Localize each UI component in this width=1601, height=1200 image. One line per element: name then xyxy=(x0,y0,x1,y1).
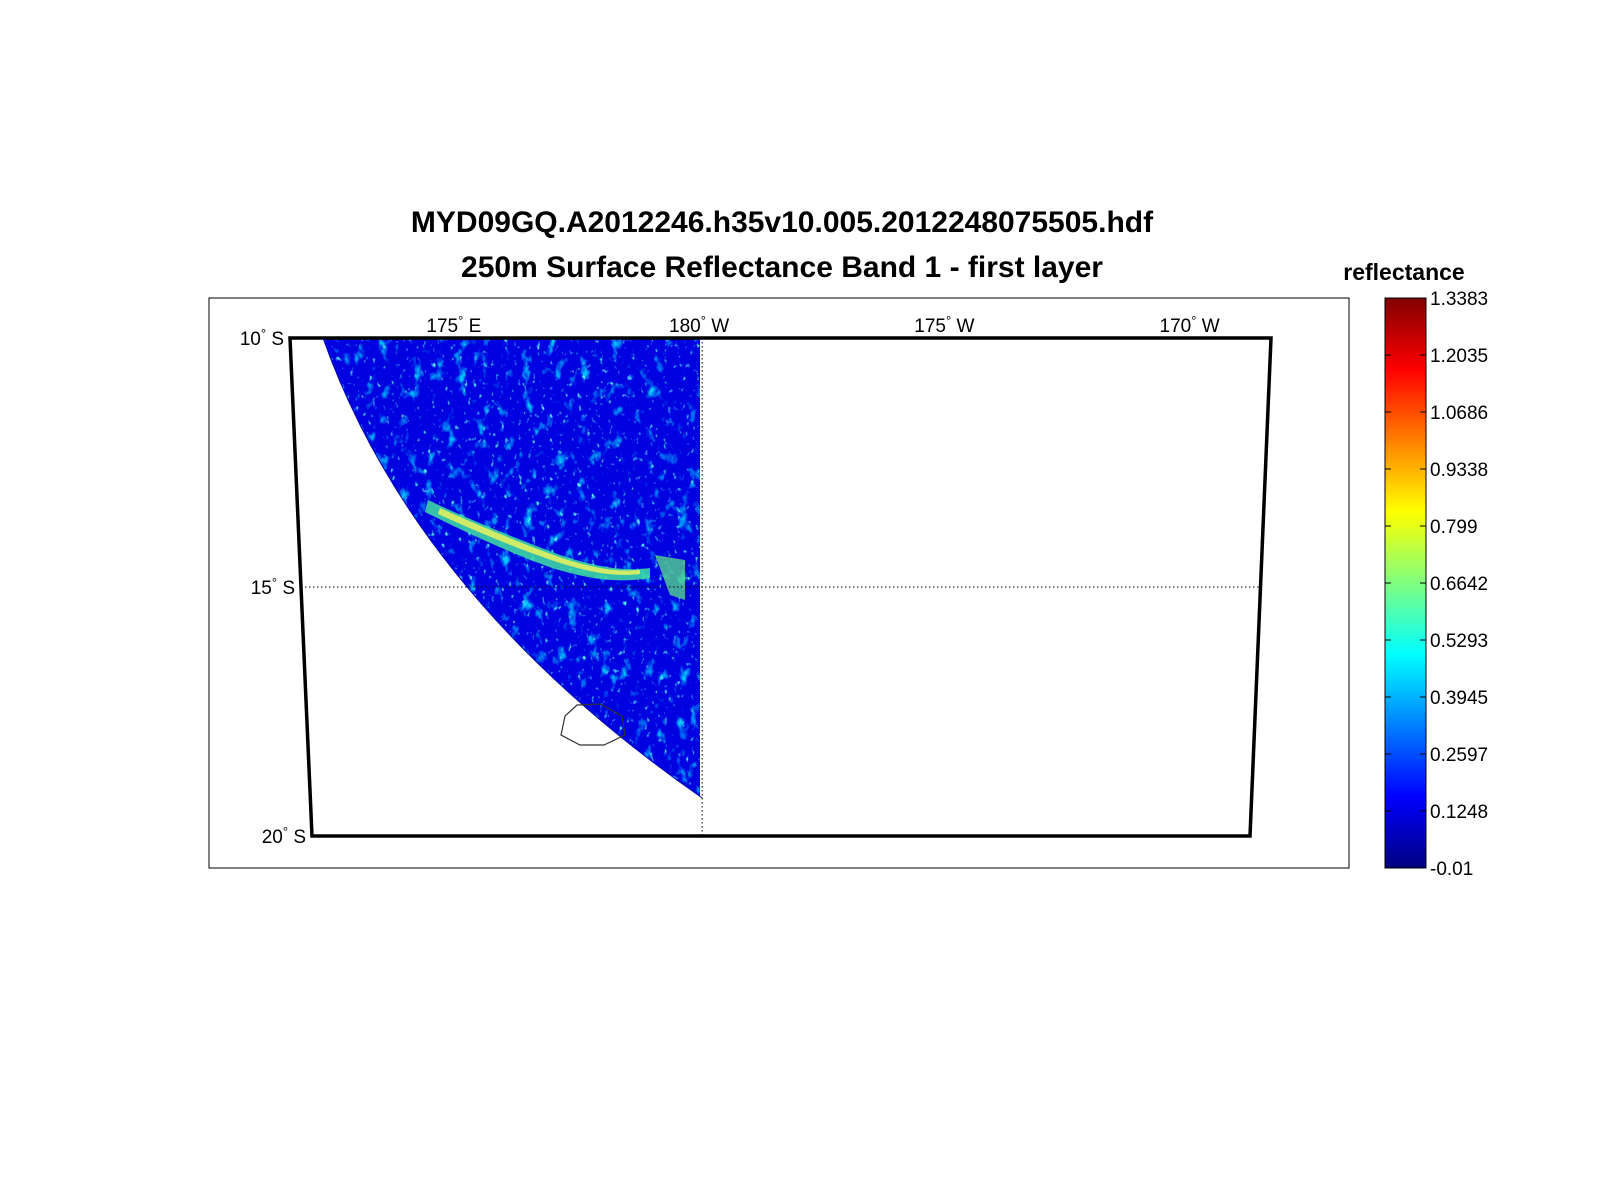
colorbar-tick-label: 0.5293 xyxy=(1430,631,1488,652)
cloud-patch xyxy=(655,555,685,600)
colorbar-tick-label: 1.3383 xyxy=(1430,289,1488,310)
colorbar-tick-label: 0.799 xyxy=(1430,517,1478,538)
lon-tick-label: 180° W xyxy=(669,313,729,337)
colorbar-tick-label: 0.3945 xyxy=(1430,688,1488,709)
map-frame xyxy=(288,336,1273,838)
colorbar xyxy=(1384,297,1427,869)
colorbar-tick-label: 0.9338 xyxy=(1430,460,1488,481)
colorbar-tick-label: 0.6642 xyxy=(1430,574,1488,595)
longitude-tick-labels: 175° E 180° W 175° W 170° W xyxy=(426,313,1219,337)
lat-tick-label: 10° S xyxy=(240,326,284,350)
colorbar-tick-label: 1.2035 xyxy=(1430,346,1488,367)
lat-tick-label: 15° S xyxy=(251,575,295,599)
lat-tick-label: 20° S xyxy=(262,824,306,848)
colorbar-tick-label: 1.0686 xyxy=(1430,403,1488,424)
lon-tick-label: 175° W xyxy=(914,313,974,337)
island-outline xyxy=(560,703,626,746)
colorbar-ticks: 1.3383 1.2035 1.0686 0.9338 0.799 0.6642 0.529… xyxy=(1385,289,1488,880)
figure-title-line1: MYD09GQ.A2012246.h35v10.005.201224807550… xyxy=(411,206,1154,239)
latitude-tick-labels: 10° S 15° S 20° S xyxy=(240,326,306,848)
figure-title-line2: 250m Surface Reflectance Band 1 - first … xyxy=(461,251,1103,284)
colorbar-tick-label: 0.1248 xyxy=(1430,802,1488,823)
lon-tick-label: 170° W xyxy=(1160,313,1220,337)
swath-edge xyxy=(322,337,703,799)
colorbar-label: reflectance xyxy=(1343,259,1464,285)
colorbar-tick-label: 0.2597 xyxy=(1430,745,1488,766)
colorbar-tick-label: -0.01 xyxy=(1430,859,1473,880)
lon-tick-label: 175° E xyxy=(426,313,481,337)
